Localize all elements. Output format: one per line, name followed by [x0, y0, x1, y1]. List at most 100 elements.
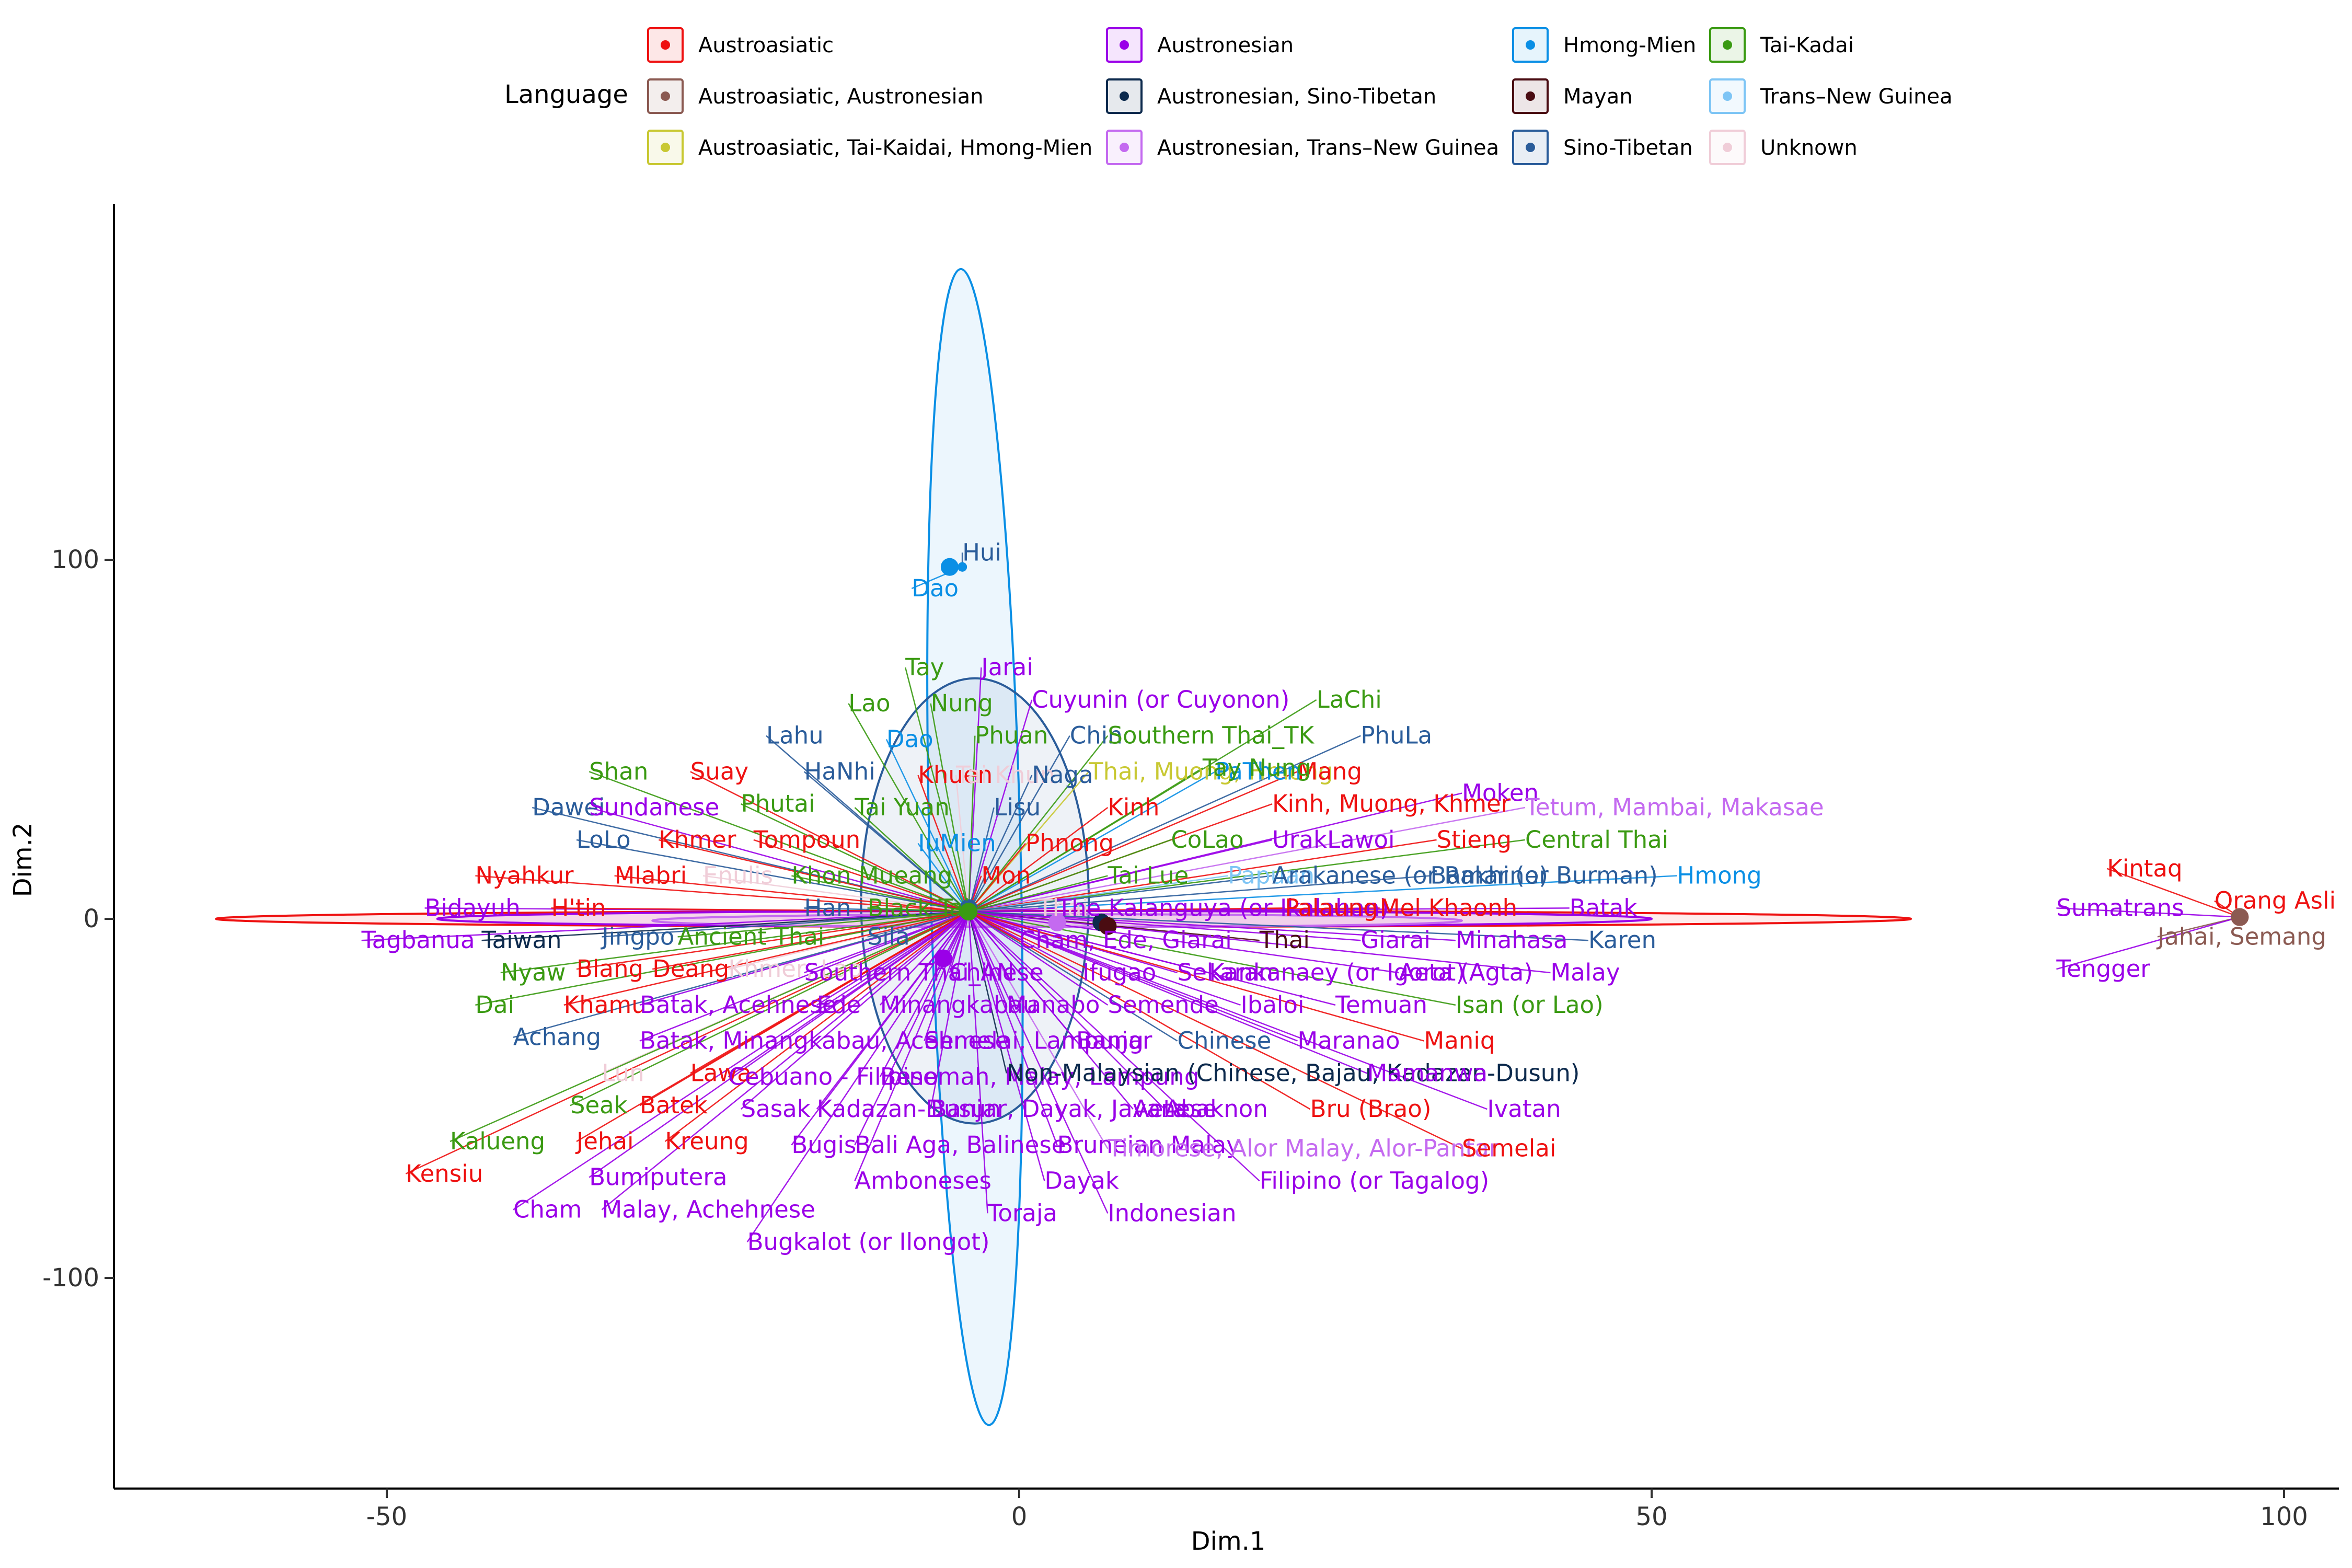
point-label: IuMien — [918, 829, 996, 857]
point-label: Kensiu — [406, 1160, 483, 1187]
leader-line — [361, 911, 969, 941]
point-label: Chinese — [950, 959, 1044, 986]
centroid-marker — [1048, 913, 1066, 931]
point-layer — [934, 558, 2249, 967]
leader-line — [475, 911, 969, 1006]
leader-line — [968, 735, 1109, 913]
leader-line — [551, 907, 969, 913]
leader-line — [968, 699, 1033, 912]
point-label: Kadazan-Dusun — [817, 1095, 1001, 1123]
leader-line — [791, 875, 969, 913]
point-label: Phuan — [975, 722, 1048, 750]
leader-line — [917, 775, 970, 912]
point-label: Cham — [513, 1195, 582, 1223]
leader-line — [481, 911, 969, 941]
point-label: Semelai, Lampung — [925, 1027, 1144, 1055]
point-label: Karen — [1588, 926, 1656, 954]
leader-line — [570, 911, 969, 1106]
leader-line — [753, 839, 969, 913]
point-label: Nung — [931, 689, 993, 717]
point-label: Nyahkur — [475, 862, 574, 890]
point-label: Palaung — [1285, 894, 1378, 921]
legend: Language Austroasiatic Austroasiatic, Aus… — [504, 27, 1953, 165]
point-label: Indonesian — [1108, 1199, 1236, 1227]
legend-item-hmong-mien: Hmong-Mien — [1512, 27, 1696, 63]
point-label: Bruneian Malay — [1057, 1131, 1240, 1159]
point-label: Cuyunin (or Cuyonon) — [1032, 686, 1289, 713]
point-label: Abaknon — [1165, 1095, 1268, 1123]
point-label: Lawa — [690, 1059, 752, 1087]
point-label: Southern Thai_TK — [1108, 722, 1315, 750]
legend-label: Austronesian, Trans–New Guinea — [1157, 136, 1499, 160]
axes: -50 0 50 100 -100 0 100 Dim.1 Dim.2 — [8, 204, 2339, 1556]
legend-item-austronesian: Austronesian — [1106, 27, 1294, 63]
point-label: Moken — [1462, 779, 1539, 807]
point-label: Stieng — [1437, 826, 1512, 854]
leader-line — [867, 907, 969, 913]
leader-line — [955, 775, 970, 912]
point-label: Isan (or Lao) — [1456, 991, 1604, 1019]
point-label: Aeta — [1133, 1095, 1187, 1123]
point-label: Minangkabau — [880, 991, 1038, 1019]
point-label: Bidayuh — [425, 894, 521, 921]
point-label: Mel Khaonh — [1380, 894, 1518, 921]
point-label: Bru (Brao) — [1310, 1095, 1432, 1123]
leader-line — [602, 911, 969, 938]
leader-line — [475, 875, 969, 913]
leader-line — [690, 771, 969, 913]
leader-line — [885, 739, 970, 912]
point-label: Hui — [962, 538, 1001, 566]
x-tick-label: 0 — [1011, 1502, 1028, 1531]
point-label: Mang — [1297, 757, 1362, 785]
point-label: PaThen — [1215, 757, 1301, 785]
point-label: Thai — [1037, 894, 1088, 921]
point-label: Dayak — [1044, 1167, 1119, 1195]
x-axis-title: Dim.1 — [1191, 1527, 1266, 1556]
leader-line — [968, 911, 1462, 1149]
point-label: Ancient Thai — [678, 923, 825, 950]
point-label: Black Tai — [868, 894, 970, 921]
leader-line — [405, 911, 969, 1174]
leader-line — [968, 911, 1109, 1006]
point-label: Orang Asli — [2215, 887, 2336, 915]
legend-title: Language — [504, 80, 628, 109]
point-label: Giarai — [1361, 926, 1431, 954]
point-label: Maniq — [1424, 1027, 1495, 1055]
point-label: Jarai — [979, 653, 1033, 681]
leader-line — [589, 806, 969, 913]
legend-item-mayan: Mayan — [1512, 78, 1633, 114]
leader-line — [576, 839, 969, 913]
point-label: Cham, Ede, Giarai — [1019, 926, 1232, 954]
point-label: Sasak — [741, 1095, 811, 1123]
legend-key-dot — [1526, 91, 1535, 101]
legend-key-dot — [1723, 143, 1732, 152]
point-label: Achang — [513, 1023, 601, 1051]
leader-line — [969, 911, 1399, 974]
leader-line — [967, 911, 1008, 1074]
point-label: Amboneses — [855, 1167, 991, 1195]
point-label: Lun — [602, 1059, 644, 1087]
leader-line — [904, 667, 970, 912]
point-label: Dawei — [532, 793, 605, 821]
legend-item-trans-new-guinea: Trans–New Guinea — [1709, 78, 1953, 114]
point-label: Tai Khun — [955, 761, 1055, 789]
point-label: Ivatan — [1487, 1095, 1561, 1123]
leader-line — [969, 911, 1589, 941]
point-label: Kalueng — [450, 1127, 545, 1155]
point-label: Manabo — [1007, 991, 1100, 1019]
point-label: Non-Malaysian (Chinese, Bajau, Kadazan-D… — [1007, 1059, 1580, 1087]
point-label: Central Thai — [1525, 826, 1668, 854]
point-label: Bugis — [791, 1131, 856, 1159]
legend-item-austroasiatic: Austroasiatic — [647, 27, 834, 63]
legend-label: Austroasiatic — [698, 33, 834, 57]
point-label: Dao — [886, 725, 933, 753]
y-tick-label: -100 — [42, 1263, 99, 1293]
leader-line — [854, 911, 970, 1146]
legend-item-tai-kadai: Tai-Kadai — [1709, 27, 1854, 63]
leader-line — [513, 911, 969, 1210]
point-label: Bumiputera — [589, 1163, 727, 1191]
leader-line-layer — [361, 552, 2240, 1242]
legend-label: Tai-Kadai — [1760, 33, 1854, 57]
leader-line — [930, 912, 970, 1110]
leader-line — [968, 911, 1166, 1110]
